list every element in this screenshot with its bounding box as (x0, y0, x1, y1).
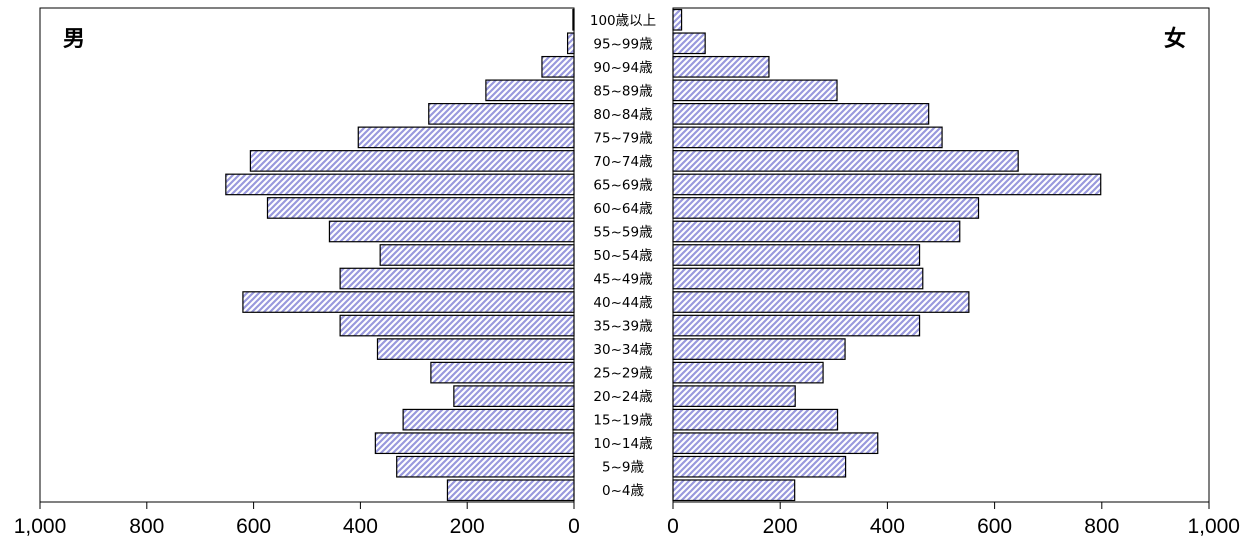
female-bar (672, 173, 1102, 196)
female-bars (672, 8, 1102, 502)
right-tick-label: 400 (870, 515, 905, 538)
age-group-label: 15~19歳 (593, 413, 653, 429)
right-axis-ticks: 0 200 400 600 800 1,000 (667, 502, 1240, 538)
left-axis-ticks: 1,000 800 600 400 200 0 (14, 502, 580, 538)
female-bar (672, 314, 921, 337)
left-tick-label: 0 (568, 515, 580, 538)
male-bar (376, 338, 575, 360)
age-group-label: 30~34歳 (593, 342, 653, 358)
right-tick-label: 1,000 (1187, 515, 1240, 538)
age-group-label: 25~29歳 (593, 366, 653, 382)
male-bar (572, 8, 575, 31)
female-bar (672, 32, 706, 55)
female-bar (672, 150, 1019, 172)
age-group-label: 10~14歳 (593, 436, 653, 452)
female-label: 女 (1164, 26, 1186, 52)
male-bar (430, 361, 575, 384)
age-group-labels: 0~4歳 5~9歳 10~14歳 15~19歳 20~24歳 25~29歳 30~34歳 35… (590, 13, 656, 499)
age-group-label: 75~79歳 (593, 130, 653, 146)
female-bar (672, 338, 846, 360)
age-group-label: 80~84歳 (593, 107, 653, 123)
female-bar (672, 361, 824, 384)
male-bar (379, 244, 575, 266)
female-bar (672, 197, 980, 219)
age-group-label: 60~64歳 (593, 201, 653, 217)
female-bar (672, 479, 796, 502)
female-bar (672, 455, 847, 478)
male-bar (266, 197, 575, 219)
male-bar (339, 267, 575, 290)
male-bar (446, 479, 575, 502)
left-panel: 1,000 800 600 400 200 0 男 (14, 7, 580, 538)
male-bar (328, 220, 575, 243)
male-bar (242, 291, 575, 313)
age-group-label: 100歳以上 (590, 13, 656, 29)
left-tick-label: 1,000 (14, 515, 67, 538)
right-tick-label: 600 (977, 515, 1012, 538)
age-group-label: 45~49歳 (593, 272, 653, 288)
male-bar (485, 79, 575, 102)
age-group-label: 0~4歳 (602, 483, 644, 499)
female-bar (672, 8, 683, 31)
age-group-label: 40~44歳 (593, 295, 653, 311)
male-bars (225, 8, 575, 502)
female-bar (672, 244, 921, 266)
left-tick-label: 400 (343, 515, 378, 538)
male-bar (374, 432, 575, 455)
left-tick-label: 600 (236, 515, 271, 538)
female-bar (672, 432, 879, 455)
male-bar (357, 126, 575, 149)
female-bar (672, 408, 839, 431)
male-bar (541, 55, 575, 78)
left-tick-label: 200 (450, 515, 485, 538)
female-bar (672, 103, 930, 125)
right-tick-label: 200 (763, 515, 798, 538)
male-bar (402, 408, 575, 431)
age-group-label: 90~94歳 (593, 60, 653, 76)
left-tick-label: 800 (129, 515, 164, 538)
male-bar (396, 455, 575, 478)
male-bar (453, 385, 575, 407)
male-bar (249, 150, 575, 172)
right-tick-label: 800 (1084, 515, 1119, 538)
female-bar (672, 220, 961, 243)
age-group-label: 20~24歳 (593, 389, 653, 405)
male-bar (428, 103, 575, 125)
age-group-label: 85~89歳 (593, 83, 653, 99)
female-bar (672, 55, 770, 78)
age-group-label: 5~9歳 (602, 460, 644, 476)
female-bar (672, 79, 838, 102)
right-panel: 0 200 400 600 800 1,000 女 (667, 7, 1240, 538)
age-group-label: 70~74歳 (593, 154, 653, 170)
age-group-label: 95~99歳 (593, 36, 653, 52)
age-group-label: 55~59歳 (593, 224, 653, 240)
age-group-label: 65~69歳 (593, 177, 653, 193)
male-label: 男 (63, 27, 85, 52)
age-group-label: 35~39歳 (593, 319, 653, 335)
female-bar (672, 126, 943, 149)
female-bar (672, 267, 924, 290)
male-bar (566, 32, 575, 55)
right-tick-label: 0 (667, 515, 679, 538)
female-bar (672, 385, 796, 407)
female-bar (672, 291, 970, 313)
age-group-label: 50~54歳 (593, 248, 653, 264)
male-bar (225, 173, 575, 196)
male-bar (339, 314, 575, 337)
